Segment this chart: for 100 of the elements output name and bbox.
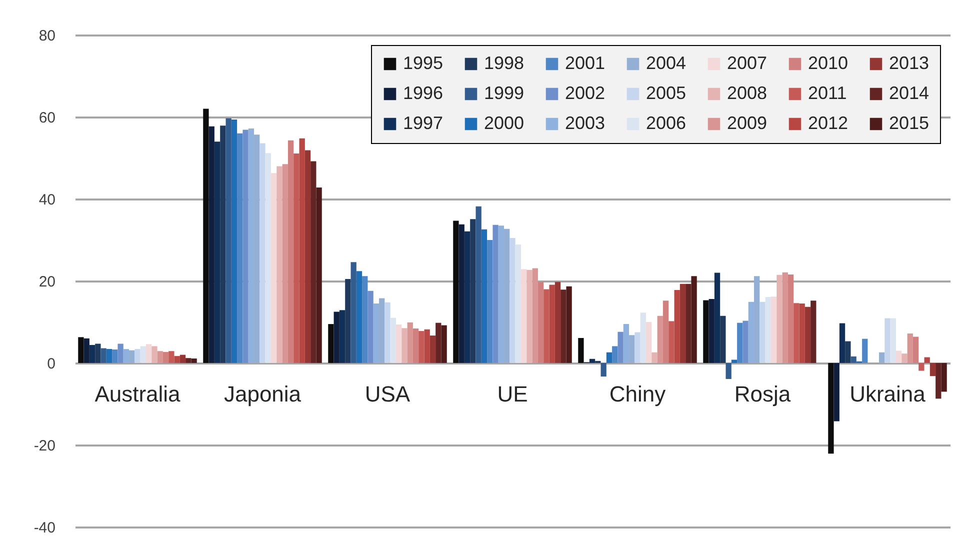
bar (618, 332, 624, 363)
bar (191, 358, 197, 363)
bar (708, 299, 714, 363)
bar (310, 161, 316, 363)
bar (356, 271, 362, 363)
bar (760, 302, 766, 363)
legend-label: 2005 (646, 83, 686, 103)
legend-label: 1997 (403, 113, 444, 133)
bar (424, 329, 430, 363)
bar (662, 300, 669, 363)
bar (640, 312, 646, 363)
y-tick-label: 40 (38, 192, 56, 208)
bar (839, 323, 846, 363)
bar (703, 300, 709, 363)
bar (368, 290, 374, 363)
bar (549, 284, 555, 363)
bar (782, 272, 788, 363)
bar (680, 284, 686, 363)
bar (589, 358, 596, 363)
y-tick-label: 0 (47, 356, 56, 372)
bar (828, 363, 834, 454)
y-tick-label: -20 (34, 438, 56, 454)
bar (390, 318, 396, 363)
bar (941, 363, 947, 392)
bar (412, 328, 419, 363)
bar (668, 321, 674, 363)
bar (652, 352, 658, 363)
x-tick-label: Rosja (734, 382, 792, 406)
bar (810, 300, 816, 363)
y-tick-label: 60 (38, 110, 56, 126)
bar (294, 153, 300, 363)
bar (299, 138, 305, 363)
bar (134, 349, 140, 363)
y-tick-label: 20 (38, 274, 56, 290)
bar (316, 188, 322, 363)
bar (845, 341, 851, 363)
bar (282, 164, 288, 363)
y-tick-label: 80 (38, 28, 56, 44)
bar (804, 306, 811, 363)
bar (106, 349, 112, 363)
bar (226, 118, 232, 363)
bar (112, 349, 118, 363)
bar (794, 303, 800, 363)
bar (140, 346, 146, 363)
legend-label: 2009 (727, 113, 768, 133)
legend-label: 2015 (889, 113, 930, 133)
legend-label: 2000 (484, 113, 524, 133)
bar (214, 142, 220, 363)
bar (538, 282, 544, 363)
bar (930, 363, 936, 376)
bar (304, 150, 311, 363)
bar (260, 143, 266, 363)
bar (78, 337, 84, 363)
y-tick-label: -40 (34, 520, 56, 536)
legend-label: 2014 (889, 83, 930, 103)
bar (458, 224, 464, 363)
bar (691, 276, 697, 363)
bar (162, 352, 169, 363)
bar (436, 322, 442, 363)
bar (345, 278, 351, 363)
legend-label: 2003 (565, 113, 606, 133)
bar (242, 130, 248, 363)
bar (612, 346, 618, 363)
bar (276, 166, 282, 363)
legend-label: 1996 (403, 83, 444, 103)
bar (720, 316, 726, 363)
bar (476, 206, 482, 363)
bar (520, 269, 527, 363)
bar (270, 173, 277, 363)
x-tick-label: Japonia (224, 382, 302, 406)
bar (430, 336, 436, 363)
legend-label: 2004 (646, 53, 686, 73)
bar (862, 338, 868, 363)
bar (776, 274, 782, 363)
legend-label: 2010 (808, 53, 848, 73)
bar (203, 108, 209, 363)
bar (402, 328, 408, 363)
x-tick-label: USA (364, 382, 410, 406)
bar (902, 354, 908, 363)
bar (384, 302, 390, 363)
bar (936, 363, 942, 399)
bar (532, 268, 538, 363)
bar (237, 133, 243, 363)
bar (407, 322, 413, 363)
bar (879, 352, 885, 363)
bar (328, 324, 334, 363)
bar (850, 356, 856, 363)
bar (714, 272, 720, 363)
bar (186, 358, 192, 363)
bar (453, 220, 459, 363)
bar (884, 318, 890, 363)
bar (152, 346, 158, 363)
legend-label: 1995 (403, 53, 444, 73)
bar (441, 325, 447, 363)
bar (288, 140, 294, 363)
bar (118, 344, 124, 363)
bar (84, 338, 90, 363)
bar (339, 310, 346, 363)
bar (912, 336, 919, 363)
bar (765, 296, 771, 363)
